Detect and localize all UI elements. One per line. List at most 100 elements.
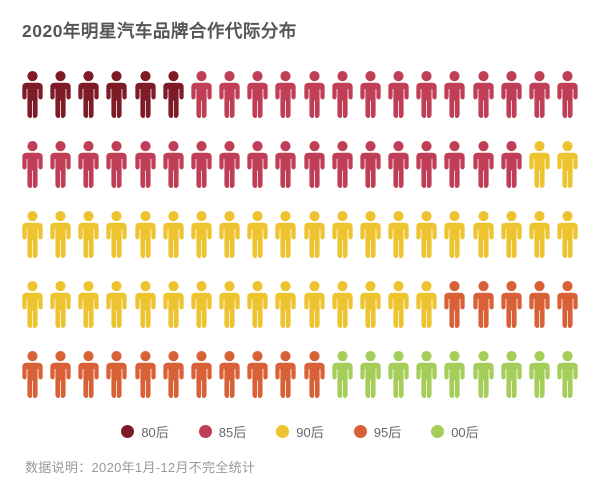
person-icon (247, 281, 268, 328)
legend-dot-icon (276, 424, 290, 438)
person-icon (416, 71, 437, 118)
person-icon (388, 211, 409, 258)
person-icon (163, 71, 184, 118)
person-icon (473, 281, 494, 328)
person-icon (275, 141, 296, 188)
person-icon (360, 211, 381, 258)
person-icon (416, 211, 437, 258)
person-icon (557, 71, 578, 118)
data-note: 数据说明：2020年1月-12月不完全统计 (25, 457, 600, 476)
person-icon (50, 141, 71, 188)
person-icon (106, 71, 127, 118)
person-icon (304, 211, 325, 258)
person-icon (247, 141, 268, 188)
person-icon (529, 211, 550, 258)
person-icon (135, 281, 156, 328)
pictogram-row (22, 211, 578, 258)
person-icon (444, 141, 465, 188)
person-icon (163, 211, 184, 258)
person-icon (106, 351, 127, 398)
person-icon (444, 351, 465, 398)
person-icon (163, 281, 184, 328)
page-title: 2020年明星汽车品牌合作代际分布 (22, 21, 297, 41)
person-icon (219, 281, 240, 328)
person-icon (501, 281, 522, 328)
person-icon (304, 281, 325, 328)
person-icon (444, 281, 465, 328)
person-icon (22, 351, 43, 398)
person-icon (106, 141, 127, 188)
person-icon (501, 211, 522, 258)
person-icon (388, 141, 409, 188)
legend-dot-icon (198, 424, 212, 438)
person-icon (444, 211, 465, 258)
person-icon (106, 281, 127, 328)
legend-item: 90后 (276, 422, 324, 441)
person-icon (247, 71, 268, 118)
person-icon (473, 351, 494, 398)
person-icon (135, 351, 156, 398)
person-icon (501, 71, 522, 118)
legend-dot-icon (353, 424, 367, 438)
legend-label: 90后 (296, 424, 324, 440)
person-icon (360, 141, 381, 188)
person-icon (22, 281, 43, 328)
person-icon (275, 281, 296, 328)
person-icon (304, 351, 325, 398)
person-icon (501, 351, 522, 398)
person-icon (529, 141, 550, 188)
person-icon (219, 141, 240, 188)
person-icon (332, 281, 353, 328)
legend-item: 00后 (431, 422, 479, 441)
person-icon (135, 141, 156, 188)
person-icon (78, 141, 99, 188)
person-icon (473, 141, 494, 188)
person-icon (416, 281, 437, 328)
person-icon (50, 71, 71, 118)
data-note-label: 数据说明： (25, 460, 92, 475)
person-icon (444, 71, 465, 118)
person-icon (191, 281, 212, 328)
legend-item: 80后 (121, 422, 169, 441)
person-icon (275, 351, 296, 398)
legend-item: 85后 (198, 422, 246, 441)
person-icon (360, 351, 381, 398)
person-icon (557, 281, 578, 328)
person-icon (50, 281, 71, 328)
person-icon (332, 351, 353, 398)
person-icon (191, 211, 212, 258)
person-icon (22, 141, 43, 188)
person-icon (191, 351, 212, 398)
legend-dot-icon (431, 424, 445, 438)
person-icon (557, 141, 578, 188)
legend-label: 00后 (451, 424, 479, 440)
legend-dot-icon (121, 424, 135, 438)
person-icon (219, 71, 240, 118)
person-icon (78, 351, 99, 398)
pictogram-grid (22, 71, 578, 398)
person-icon (219, 211, 240, 258)
person-icon (332, 211, 353, 258)
legend-label: 95后 (373, 424, 402, 440)
person-icon (501, 141, 522, 188)
person-icon (275, 71, 296, 118)
person-icon (50, 351, 71, 398)
person-icon (247, 211, 268, 258)
person-icon (416, 141, 437, 188)
person-icon (163, 141, 184, 188)
pictogram-row (22, 141, 578, 188)
person-icon (78, 281, 99, 328)
person-icon (22, 71, 43, 118)
legend-label: 80后 (141, 424, 169, 440)
person-icon (163, 351, 184, 398)
person-icon (106, 211, 127, 258)
person-icon (78, 71, 99, 118)
data-note-text: 2020年1月-12月不完全统计 (91, 460, 256, 475)
person-icon (360, 71, 381, 118)
person-icon (247, 351, 268, 398)
person-icon (50, 211, 71, 258)
person-icon (473, 211, 494, 258)
person-icon (557, 211, 578, 258)
pictogram-row (22, 281, 578, 328)
